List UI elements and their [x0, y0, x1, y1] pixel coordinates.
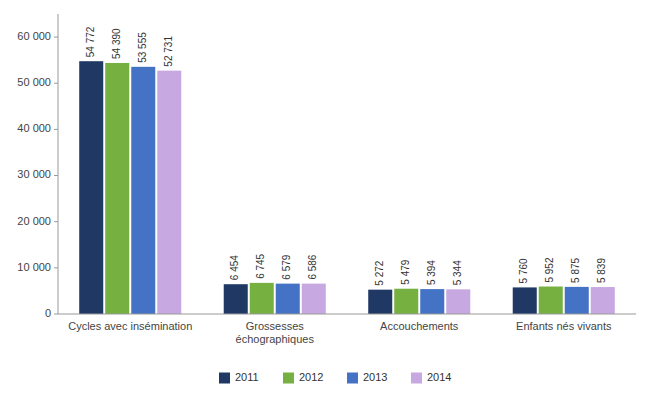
bar — [539, 287, 563, 314]
bars — [79, 61, 615, 314]
data-label: 6 745 — [255, 253, 266, 278]
bar — [250, 283, 274, 314]
bar — [591, 287, 615, 314]
y-tick-label: 10 000 — [17, 261, 51, 273]
data-label: 5 272 — [374, 260, 385, 285]
y-tick — [54, 83, 58, 84]
data-label: 6 454 — [229, 255, 240, 280]
bar — [565, 287, 589, 314]
y-axis-line — [58, 14, 59, 314]
y-tick-label: 0 — [45, 307, 51, 319]
data-labels: 54 772 6 454 5 272 5 760 54 390 6 745 5 479 5 9… — [85, 26, 608, 285]
y-tick — [54, 221, 58, 222]
data-label: 6 586 — [307, 254, 318, 279]
y-tick — [54, 37, 58, 38]
data-label: 54 772 — [85, 26, 96, 57]
legend-swatch — [219, 373, 230, 384]
x-tick-label: Grossesseséchographiques — [236, 320, 315, 345]
x-axis: Cycles avec insémination Grossesseséchogr… — [58, 314, 636, 345]
bar — [105, 63, 129, 314]
bar — [157, 71, 181, 314]
y-tick-label: 50 000 — [17, 76, 51, 88]
y-tick-label: 40 000 — [17, 122, 51, 134]
data-label: 5 952 — [544, 257, 555, 282]
data-label: 53 555 — [137, 32, 148, 63]
data-label: 5 839 — [596, 258, 607, 283]
data-label: 6 579 — [281, 254, 292, 279]
y-tick — [54, 314, 58, 315]
chart: 0 10 000 20 000 30 000 40 000 50 000 60 000 54 … — [0, 0, 650, 394]
y-axis: 0 10 000 20 000 30 000 40 000 50 000 60 000 — [17, 14, 58, 319]
legend-swatch — [411, 373, 422, 384]
bar — [368, 290, 392, 314]
data-label: 5 344 — [452, 260, 463, 285]
bar — [302, 284, 326, 314]
bar — [79, 61, 103, 314]
bar — [276, 284, 300, 314]
data-label: 54 390 — [111, 28, 122, 59]
legend-swatch — [347, 373, 358, 384]
legend-label: 2012 — [299, 371, 323, 383]
y-tick — [54, 129, 58, 130]
legend-swatch — [283, 373, 294, 384]
bar — [224, 284, 248, 314]
y-tick — [54, 175, 58, 176]
data-label: 5 394 — [426, 260, 437, 285]
x-tick-label: Accouchements — [380, 320, 459, 332]
x-tick-label: Enfants nés vivants — [516, 320, 612, 332]
y-tick-label: 20 000 — [17, 215, 51, 227]
data-label: 52 731 — [163, 36, 174, 67]
bar — [394, 289, 418, 314]
bar — [420, 289, 444, 314]
data-label: 5 760 — [518, 258, 529, 283]
x-tick-label: Cycles avec insémination — [68, 320, 192, 332]
legend-label: 2014 — [427, 371, 451, 383]
y-tick-label: 30 000 — [17, 168, 51, 180]
data-label: 5 875 — [570, 257, 581, 282]
y-tick-label: 60 000 — [17, 30, 51, 42]
bar — [446, 289, 470, 314]
data-label: 5 479 — [400, 259, 411, 284]
bar — [131, 67, 155, 314]
legend-label: 2011 — [235, 371, 259, 383]
x-axis-line — [58, 314, 636, 315]
legend-label: 2013 — [363, 371, 387, 383]
legend: 2011 2012 2013 2014 — [219, 371, 451, 384]
y-tick — [54, 267, 58, 268]
bar — [513, 287, 537, 314]
